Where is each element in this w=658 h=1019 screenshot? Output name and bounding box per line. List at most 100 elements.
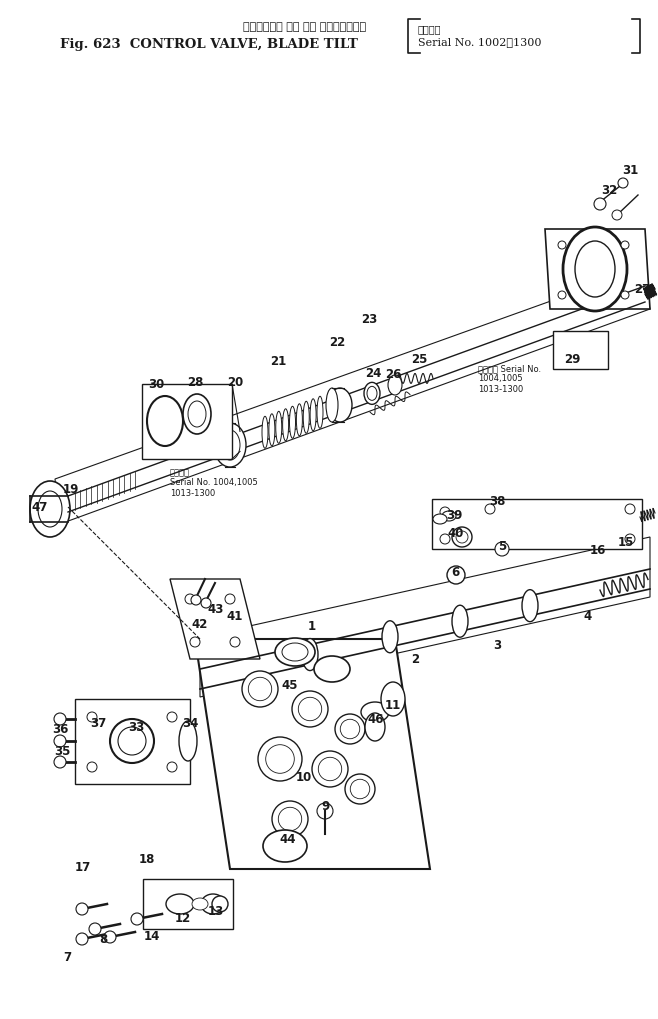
Ellipse shape bbox=[365, 713, 385, 741]
Circle shape bbox=[190, 637, 200, 647]
Ellipse shape bbox=[361, 702, 389, 722]
Ellipse shape bbox=[388, 376, 402, 395]
Text: 46: 46 bbox=[368, 713, 384, 726]
Circle shape bbox=[594, 199, 606, 211]
Circle shape bbox=[447, 567, 465, 585]
Polygon shape bbox=[545, 229, 650, 310]
Ellipse shape bbox=[433, 515, 447, 525]
Circle shape bbox=[278, 807, 302, 830]
Ellipse shape bbox=[283, 410, 289, 441]
Text: 12: 12 bbox=[175, 912, 191, 924]
Circle shape bbox=[621, 291, 629, 300]
Ellipse shape bbox=[367, 387, 377, 400]
Ellipse shape bbox=[275, 638, 315, 666]
Text: 25: 25 bbox=[411, 354, 427, 366]
Ellipse shape bbox=[201, 894, 225, 914]
Ellipse shape bbox=[302, 639, 318, 671]
Circle shape bbox=[76, 903, 88, 915]
Ellipse shape bbox=[575, 242, 615, 298]
Ellipse shape bbox=[263, 830, 307, 862]
Circle shape bbox=[485, 504, 495, 515]
Ellipse shape bbox=[262, 417, 268, 448]
Bar bbox=[553, 331, 608, 370]
Circle shape bbox=[118, 728, 146, 755]
Text: 3: 3 bbox=[493, 639, 501, 652]
Text: 11: 11 bbox=[385, 699, 401, 712]
Text: 26: 26 bbox=[385, 368, 401, 381]
Text: 7: 7 bbox=[63, 951, 71, 964]
Circle shape bbox=[317, 803, 333, 819]
Text: 39: 39 bbox=[446, 510, 462, 522]
Ellipse shape bbox=[183, 394, 211, 434]
Text: 35: 35 bbox=[54, 745, 70, 758]
Text: 29: 29 bbox=[564, 354, 580, 366]
Text: 4: 4 bbox=[584, 610, 592, 623]
Circle shape bbox=[312, 751, 348, 788]
Ellipse shape bbox=[563, 228, 627, 312]
Ellipse shape bbox=[382, 622, 398, 653]
Circle shape bbox=[495, 542, 509, 556]
Circle shape bbox=[212, 896, 228, 912]
Text: 38: 38 bbox=[489, 495, 505, 508]
Circle shape bbox=[201, 598, 211, 608]
Circle shape bbox=[167, 712, 177, 722]
Circle shape bbox=[612, 211, 622, 221]
Ellipse shape bbox=[317, 396, 323, 429]
Ellipse shape bbox=[328, 388, 352, 423]
Ellipse shape bbox=[314, 656, 350, 683]
Circle shape bbox=[87, 762, 97, 772]
Circle shape bbox=[54, 713, 66, 726]
Text: 42: 42 bbox=[192, 618, 208, 631]
Circle shape bbox=[621, 242, 629, 250]
Circle shape bbox=[258, 738, 302, 782]
Text: 28: 28 bbox=[187, 376, 203, 389]
Text: 19: 19 bbox=[63, 483, 79, 496]
Circle shape bbox=[54, 736, 66, 747]
Text: 41: 41 bbox=[227, 610, 243, 623]
Text: 18: 18 bbox=[139, 853, 155, 866]
Circle shape bbox=[76, 933, 88, 945]
Text: 8: 8 bbox=[99, 932, 107, 946]
Ellipse shape bbox=[214, 424, 246, 468]
Circle shape bbox=[167, 762, 177, 772]
Circle shape bbox=[625, 535, 635, 544]
Ellipse shape bbox=[220, 431, 240, 461]
Text: 5: 5 bbox=[498, 540, 506, 553]
Ellipse shape bbox=[326, 388, 338, 423]
Text: 40: 40 bbox=[448, 527, 464, 540]
Ellipse shape bbox=[166, 894, 194, 914]
Ellipse shape bbox=[179, 721, 197, 761]
Circle shape bbox=[54, 756, 66, 768]
Bar bbox=[142, 384, 232, 460]
Ellipse shape bbox=[310, 399, 316, 431]
Text: 6: 6 bbox=[451, 566, 459, 579]
Bar bbox=[75, 699, 190, 785]
Polygon shape bbox=[195, 639, 430, 869]
Text: 13: 13 bbox=[208, 905, 224, 917]
Circle shape bbox=[350, 780, 370, 799]
Text: 適用号機: 適用号機 bbox=[418, 24, 442, 34]
Bar bbox=[432, 499, 642, 549]
Circle shape bbox=[440, 507, 450, 518]
Text: 34: 34 bbox=[182, 716, 198, 730]
Circle shape bbox=[266, 745, 294, 773]
Text: 37: 37 bbox=[90, 716, 106, 730]
Ellipse shape bbox=[452, 605, 468, 638]
Text: 32: 32 bbox=[601, 183, 617, 197]
Text: 33: 33 bbox=[128, 720, 144, 734]
Circle shape bbox=[87, 712, 97, 722]
Ellipse shape bbox=[147, 396, 183, 446]
Text: 15: 15 bbox=[618, 536, 634, 549]
Text: 45: 45 bbox=[282, 679, 298, 692]
Polygon shape bbox=[170, 580, 260, 659]
Text: 21: 21 bbox=[270, 356, 286, 368]
Circle shape bbox=[456, 532, 468, 543]
Circle shape bbox=[191, 595, 201, 605]
Ellipse shape bbox=[296, 405, 303, 436]
Text: 1: 1 bbox=[308, 620, 316, 633]
Circle shape bbox=[558, 291, 566, 300]
Text: 20: 20 bbox=[227, 376, 243, 389]
Circle shape bbox=[230, 637, 240, 647]
Text: 27: 27 bbox=[634, 283, 650, 297]
Ellipse shape bbox=[282, 643, 308, 661]
